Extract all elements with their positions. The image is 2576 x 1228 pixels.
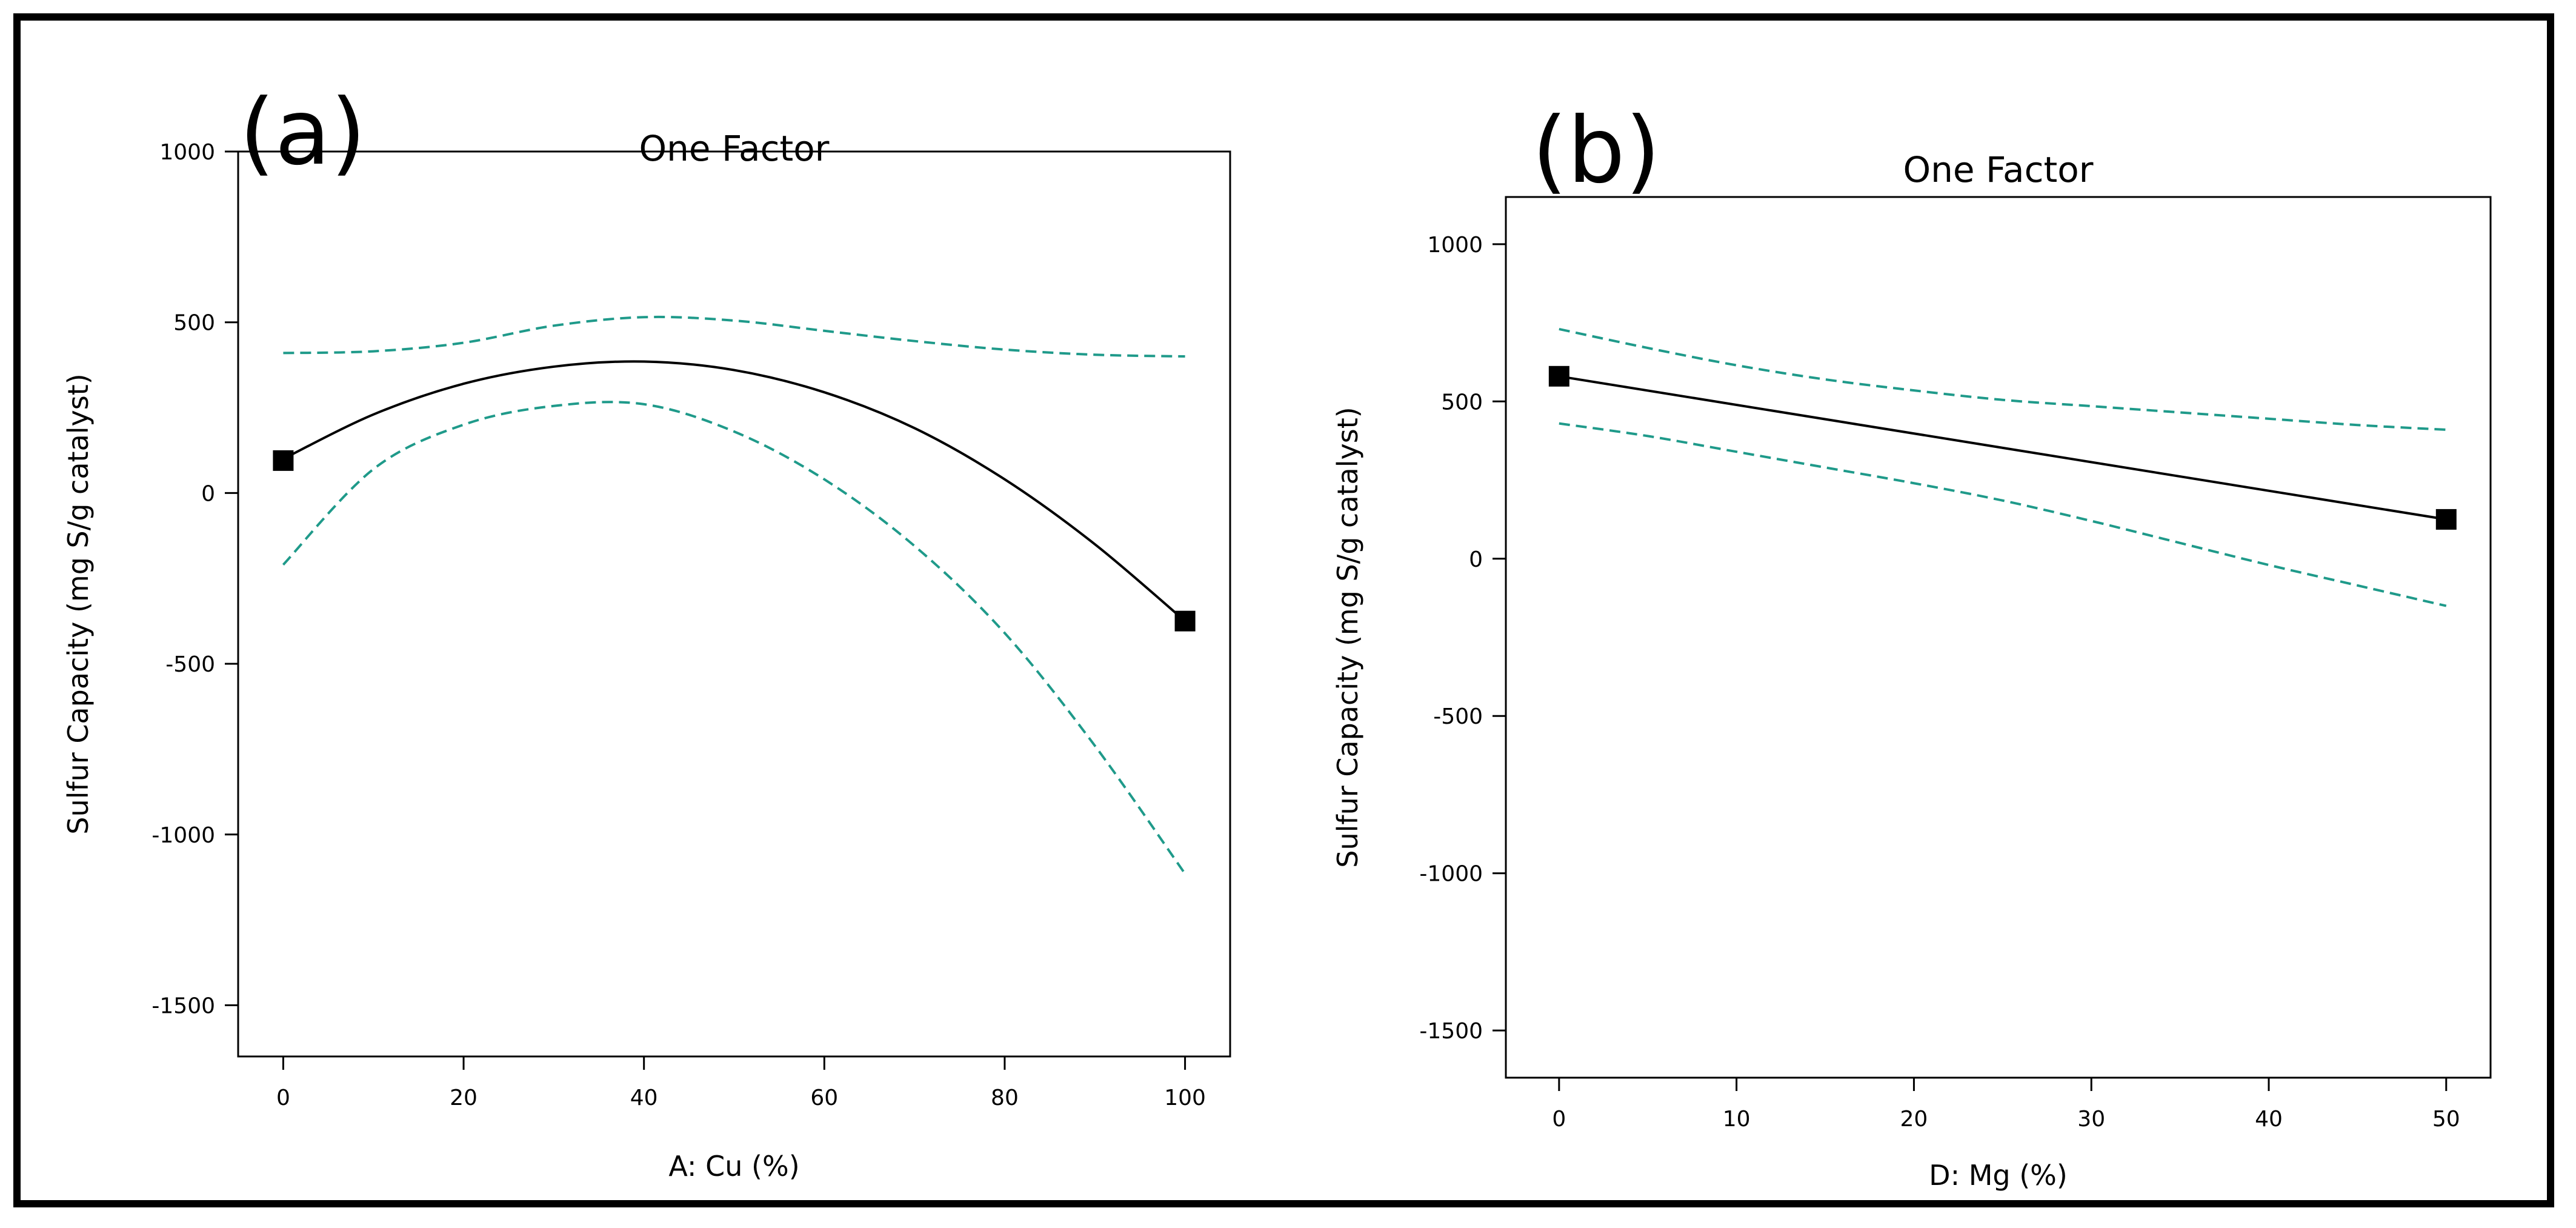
- data-point-marker: [1174, 610, 1196, 632]
- x-tick-label: 20: [450, 1086, 478, 1110]
- series-lower-ci: [282, 401, 1186, 875]
- x-tick-label: 60: [810, 1086, 838, 1110]
- x-tick-label: 40: [630, 1086, 658, 1110]
- y-tick-label: -1500: [1419, 1019, 1483, 1044]
- y-tick-label: -500: [1433, 704, 1483, 729]
- x-tick-label: 40: [2255, 1107, 2283, 1132]
- data-point-marker: [2435, 509, 2457, 530]
- chart-panel-b: (b) One Factor 0 10 20 30 40 50 1000 500 0 -500 -100…: [1331, 98, 2492, 1192]
- x-tick-label: 30: [2077, 1107, 2105, 1132]
- chart-title: One Factor: [1903, 149, 2093, 190]
- y-tick-label: -1500: [151, 993, 215, 1018]
- y-tick-label: 1000: [1427, 233, 1483, 258]
- data-point-marker: [273, 450, 294, 471]
- x-tick-label: 0: [1552, 1107, 1566, 1132]
- y-tick-label: 500: [1441, 390, 1483, 415]
- series-lower-ci: [1559, 422, 2447, 607]
- x-tick-label: 20: [1900, 1107, 1928, 1132]
- y-tick-label: 1000: [159, 140, 215, 165]
- plot-area-border: [1505, 196, 2492, 1079]
- y-tick-label: -1000: [1419, 862, 1483, 887]
- chart-title: One Factor: [639, 128, 829, 169]
- x-tick-label: 80: [991, 1086, 1019, 1110]
- y-axis-label: Sulfur Capacity (mg S/g catalyst): [62, 373, 95, 834]
- y-tick-label: -1000: [151, 823, 215, 848]
- x-tick-label: 50: [2432, 1107, 2460, 1132]
- panel-label: (a): [239, 80, 366, 185]
- y-tick-label: 0: [1469, 547, 1483, 572]
- series-prediction: [1559, 375, 2447, 521]
- plot-area-border: [237, 150, 1231, 1058]
- series-upper-ci: [1559, 327, 2446, 432]
- data-point-marker: [1548, 365, 1569, 387]
- series-prediction: [282, 360, 1186, 622]
- x-tick-label: 0: [276, 1086, 290, 1110]
- panel-label: (b): [1532, 98, 1660, 204]
- x-axis-label: D: Mg (%): [1929, 1159, 2068, 1192]
- figure-frame: [13, 13, 2554, 1207]
- series-upper-ci: [283, 315, 1185, 358]
- y-tick-label: 0: [201, 481, 215, 506]
- x-tick-label: 100: [1164, 1086, 1206, 1110]
- x-tick-label: 10: [1723, 1107, 1751, 1132]
- x-axis-label: A: Cu (%): [668, 1150, 799, 1183]
- y-tick-label: -500: [165, 652, 215, 677]
- y-tick-label: 500: [173, 311, 215, 336]
- y-axis-label: Sulfur Capacity (mg S/g catalyst): [1331, 407, 1364, 867]
- chart-panel-a: (a) One Factor 0 20 40 60 80 100 1000 500 0 -500 -10…: [62, 80, 1231, 1183]
